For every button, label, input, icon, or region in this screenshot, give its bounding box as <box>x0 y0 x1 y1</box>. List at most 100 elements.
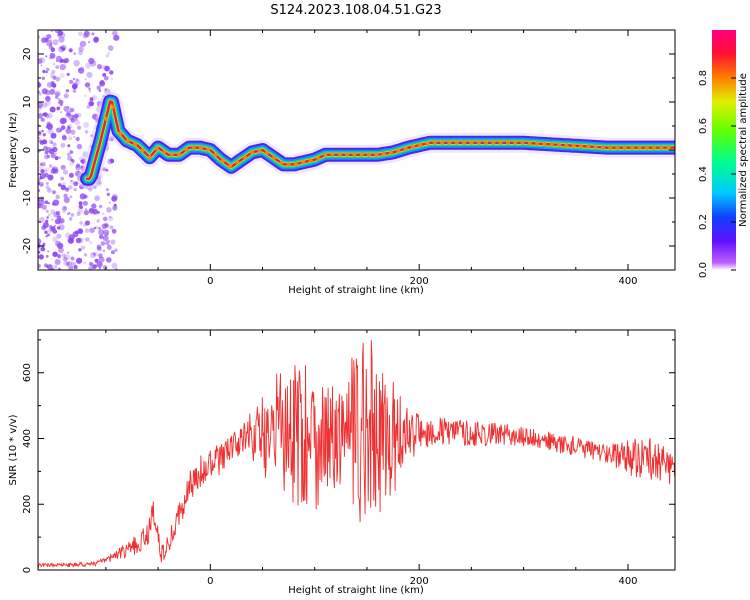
noise-dot <box>77 208 84 214</box>
noise-dot <box>89 101 95 107</box>
noise-dot <box>69 179 75 185</box>
ridge-peak <box>198 145 203 150</box>
noise-dot <box>78 68 82 72</box>
noise-dot <box>64 254 71 261</box>
noise-dot <box>101 223 107 229</box>
noise-dot <box>43 112 47 116</box>
noise-dot <box>89 101 95 107</box>
noise-dot <box>47 174 54 181</box>
ridge-peak <box>571 143 576 148</box>
noise-dot <box>54 156 59 161</box>
noise-dot <box>89 97 94 102</box>
noise-dot <box>112 205 118 211</box>
noise-dot <box>111 262 118 269</box>
noise-dot <box>66 251 70 254</box>
noise-dot <box>62 60 66 64</box>
spectrogram-frame <box>37 29 676 271</box>
noise-dot <box>38 178 41 181</box>
noise-dot <box>58 247 64 254</box>
noise-dot <box>58 224 65 231</box>
noise-dot <box>52 62 56 66</box>
noise-dot <box>88 57 95 64</box>
noise-dot <box>68 136 73 141</box>
noise-dot <box>77 125 82 130</box>
noise-dot <box>55 59 59 63</box>
noise-dot <box>70 129 76 135</box>
noise-dot <box>65 187 69 191</box>
noise-dot <box>40 198 44 202</box>
colorbar-tick-label: 0.2 <box>698 214 709 230</box>
noise-dot <box>109 70 114 75</box>
snr-panel: 0 200 400 0 200 400 600 Height of straight lin… <box>8 329 676 596</box>
ridge-peak <box>367 152 371 157</box>
ridge-peak <box>652 145 657 150</box>
noise-dot <box>56 233 62 239</box>
noise-dot <box>114 248 118 252</box>
x-tick-label: 0 <box>207 576 213 587</box>
noise-dot <box>50 75 53 79</box>
noise-dot <box>110 239 116 245</box>
noise-dot <box>62 169 69 175</box>
ridge-peak <box>498 140 503 145</box>
noise-dot <box>38 263 41 269</box>
noise-dot <box>57 33 62 38</box>
spectrogram-x-axis-label: Height of straight line (km) <box>288 285 424 296</box>
colorbar-tick-label: 0.4 <box>698 166 709 182</box>
noise-dot <box>105 168 109 172</box>
noise-dot <box>57 215 62 220</box>
noise-dot <box>47 113 53 119</box>
noise-dot <box>98 226 101 230</box>
noise-dot <box>63 196 70 204</box>
noise-dot <box>67 237 74 244</box>
noise-dot <box>38 35 41 39</box>
noise-dot <box>46 222 49 225</box>
y-tick-label: -20 <box>22 238 33 254</box>
noise-dot <box>42 133 46 137</box>
noise-dot <box>47 228 53 234</box>
ridge-peak <box>586 144 591 149</box>
noise-dot <box>79 44 82 47</box>
noise-dot <box>63 93 69 99</box>
noise-dot <box>79 193 86 200</box>
noise-dot <box>104 76 109 81</box>
noise-dot <box>47 188 52 193</box>
noise-dot <box>54 259 61 265</box>
noise-dot <box>40 183 43 186</box>
noise-dot <box>58 36 65 43</box>
ridge-peak <box>476 140 481 145</box>
noise-dot <box>38 181 41 186</box>
ridge-peak <box>557 142 562 147</box>
noise-dot <box>105 54 109 58</box>
noise-dot <box>46 34 52 39</box>
noise-dot <box>38 113 43 119</box>
noise-dot <box>45 185 50 190</box>
x-tick-label: 200 <box>410 276 429 287</box>
noise-dot <box>109 216 112 219</box>
colorbar-label: Normalized spectral amplitude <box>738 73 749 227</box>
noise-dot <box>45 96 50 100</box>
noise-dot <box>63 206 66 209</box>
noise-dot <box>106 207 112 213</box>
ridge-peak <box>505 140 510 145</box>
noise-dot <box>102 249 106 252</box>
noise-dot <box>45 167 50 172</box>
ridge-peak <box>549 142 554 147</box>
x-tick-label: 400 <box>618 576 637 587</box>
ridge-peak <box>206 147 211 152</box>
ridge-peak <box>637 145 642 150</box>
noise-dot <box>104 88 107 91</box>
noise-dot <box>89 227 95 233</box>
noise-dot <box>52 202 56 206</box>
noise-dot <box>52 75 57 80</box>
noise-dot <box>104 65 110 72</box>
ridge-peak <box>147 155 152 160</box>
ridge-peak <box>177 152 181 157</box>
noise-dot <box>73 60 80 67</box>
noise-dot <box>46 154 50 159</box>
noise-dot <box>38 132 41 136</box>
noise-dot <box>49 89 56 95</box>
noise-dot <box>110 77 114 81</box>
noise-dot <box>50 45 53 48</box>
noise-dot <box>93 251 99 257</box>
noise-dot <box>50 72 55 77</box>
